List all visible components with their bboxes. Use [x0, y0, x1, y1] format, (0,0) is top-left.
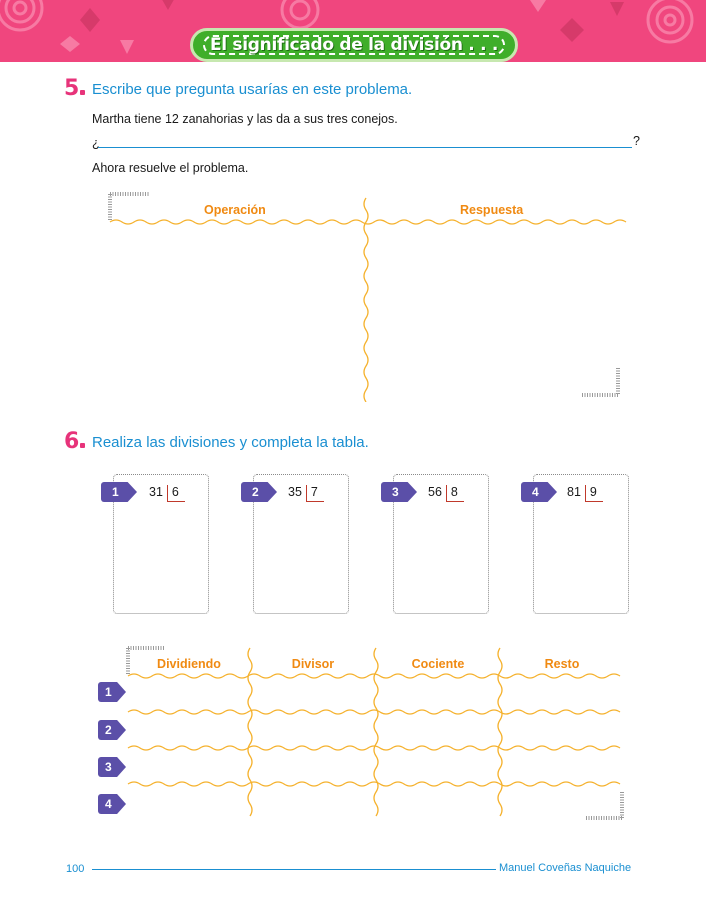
question-close-mark: ? — [633, 134, 640, 148]
page-title-pill: El significado de la división . . . — [190, 28, 518, 62]
page-title: El significado de la división . . . — [209, 35, 499, 55]
results-table-frame — [126, 646, 624, 820]
division-tag-4: 4 — [521, 482, 557, 502]
division-box-2[interactable] — [253, 474, 349, 614]
exercise-6-title: Realiza las divisiones y completa la tab… — [92, 434, 369, 451]
footer-rule — [92, 869, 496, 870]
answer-header: Respuesta — [460, 203, 524, 217]
division-2-dividend: 35 — [288, 485, 302, 499]
table-header-dividend: Dividiendo — [157, 657, 221, 671]
footer-author: Manuel Coveñas Naquiche — [499, 862, 632, 874]
division-tag-1: 1 — [101, 482, 137, 502]
table-row-tag-1: 1 — [98, 682, 126, 702]
division-4: 81 9 — [567, 485, 603, 502]
exercise-6-number: 6 — [64, 429, 86, 454]
table-row-tag-2: 2 — [98, 720, 126, 740]
table-header-quotient: Cociente — [411, 657, 465, 671]
division-tag-3: 3 — [381, 482, 417, 502]
exercise-5-number-text: 5 — [64, 76, 80, 101]
division-3-dividend: 56 — [428, 485, 442, 499]
question-open-mark: ¿ — [92, 136, 100, 150]
exercise-5-title: Escribe que pregunta usarías en este pro… — [92, 81, 413, 98]
division-box-3[interactable] — [393, 474, 489, 614]
table-row-tag-3: 3 — [98, 757, 126, 777]
question-answer-line[interactable] — [98, 147, 632, 148]
division-4-divisor: 9 — [584, 485, 603, 502]
exercise-6-dot — [80, 443, 86, 448]
table-header-divisor: Divisor — [291, 657, 335, 671]
table-row-tag-4: 4 — [98, 794, 126, 814]
table-header-remainder: Resto — [544, 657, 580, 671]
exercise-5-problem: Martha tiene 12 zanahorias y las da a su… — [92, 112, 398, 126]
exercise-5-number: 5 — [64, 76, 86, 101]
division-2: 35 7 — [288, 485, 324, 502]
operation-workspace[interactable] — [112, 228, 362, 398]
page-number: 100 — [66, 863, 85, 875]
division-tag-2: 2 — [241, 482, 277, 502]
division-3-divisor: 8 — [445, 485, 464, 502]
division-1-divisor: 6 — [166, 485, 185, 502]
header-decoration — [0, 0, 694, 54]
division-box-4[interactable] — [533, 474, 629, 614]
exercise-5-dot — [80, 90, 86, 95]
division-box-1[interactable] — [113, 474, 209, 614]
operation-answer-frame — [108, 192, 627, 402]
division-4-dividend: 81 — [567, 485, 581, 499]
division-2-divisor: 7 — [305, 485, 324, 502]
division-1-dividend: 31 — [149, 485, 163, 499]
exercise-5-instruction: Ahora resuelve el problema. — [92, 161, 249, 175]
answer-workspace[interactable] — [370, 228, 620, 398]
exercise-6-number-text: 6 — [64, 429, 80, 454]
division-1: 31 6 — [149, 485, 185, 502]
division-3: 56 8 — [428, 485, 464, 502]
operation-header: Operación — [204, 203, 266, 217]
